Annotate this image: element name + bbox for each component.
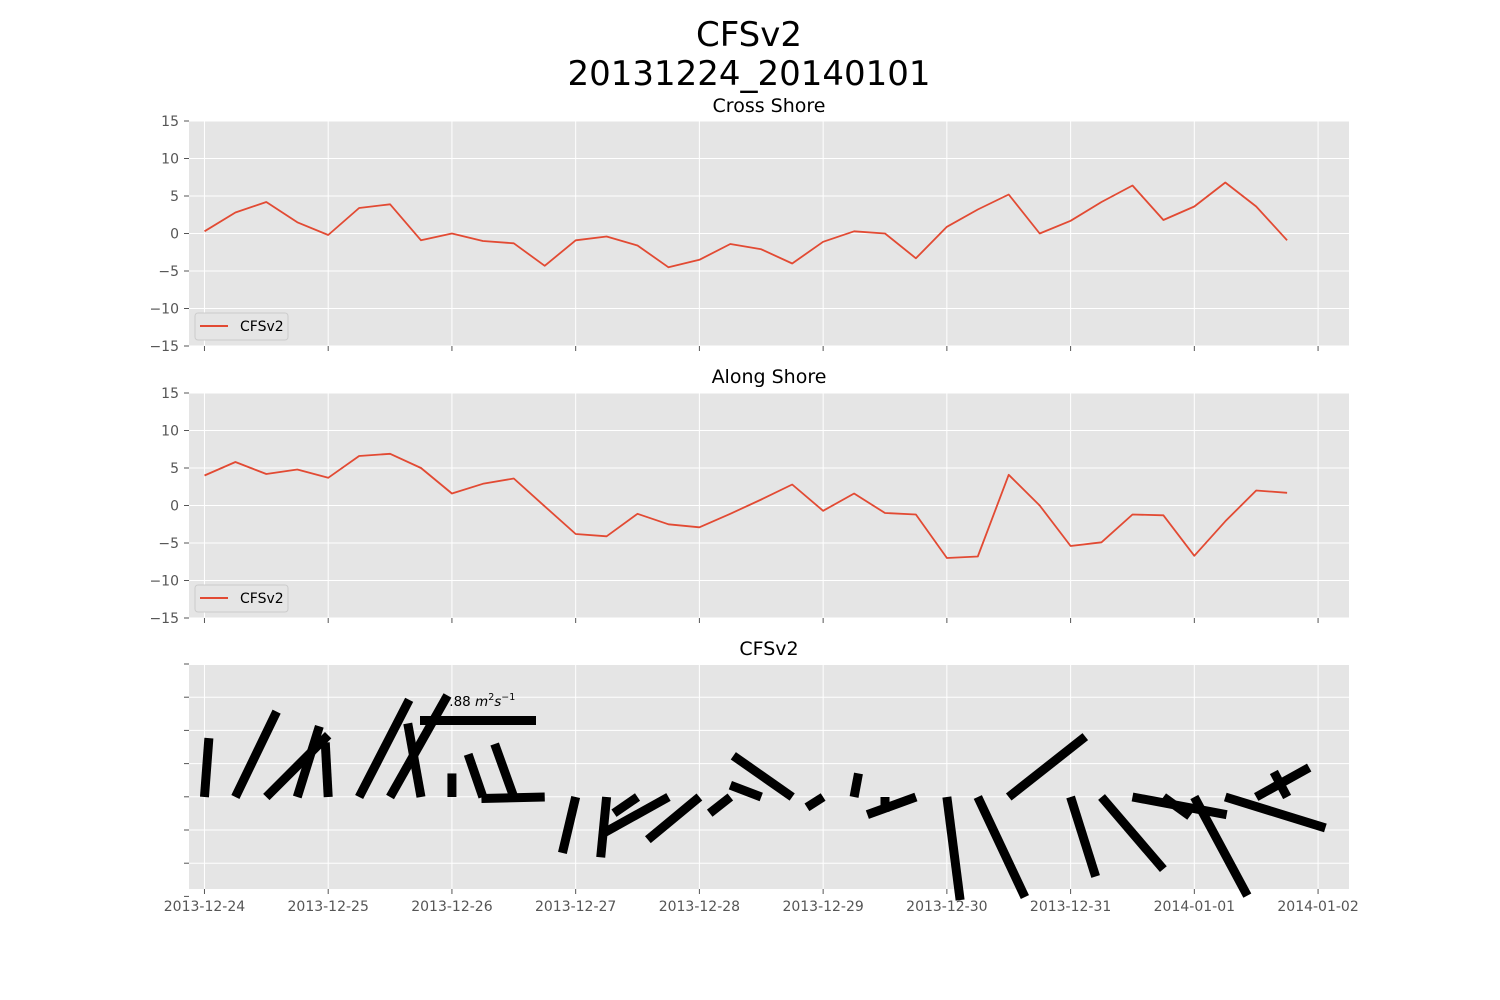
along-shore-grid bbox=[189, 392, 1349, 619]
vector-panel: 2013-12-24 2013-12-25 2013-12-26 2013-12-27… bbox=[164, 638, 1359, 915]
vector-arrow bbox=[1190, 794, 1252, 898]
quiver-key-units-exp1: 2 bbox=[488, 692, 494, 703]
cross-shore-y-axis: −15 −10 −5 0 5 10 15 bbox=[149, 114, 189, 355]
along-shore-legend-label: CFSv2 bbox=[240, 591, 284, 607]
series-line bbox=[204, 452, 1288, 559]
x-tick-label: 2013-12-25 bbox=[288, 899, 369, 915]
cross-shore-series bbox=[204, 181, 1288, 269]
quiver-key-units-exp2: −1 bbox=[501, 692, 515, 703]
vector-arrow bbox=[231, 709, 281, 799]
y-tick-label: 10 bbox=[161, 424, 179, 440]
quiver-key-units-s: s bbox=[494, 694, 501, 710]
vector-arrow bbox=[730, 752, 795, 801]
vector-arrow bbox=[403, 722, 426, 798]
x-tick-label: 2013-12-27 bbox=[535, 899, 616, 915]
vector-arrow bbox=[804, 793, 826, 812]
vector-arrow bbox=[600, 793, 671, 838]
x-tick-label: 2013-12-31 bbox=[1030, 899, 1111, 915]
vector-arrow bbox=[386, 693, 452, 800]
cross-shore-legend-box bbox=[194, 312, 289, 341]
y-tick-label: 5 bbox=[170, 189, 179, 205]
x-tick-label: 2013-12-26 bbox=[411, 899, 492, 915]
vector-arrow bbox=[645, 793, 703, 844]
cross-shore-title: Cross Shore bbox=[713, 95, 826, 117]
y-tick-label: −10 bbox=[149, 574, 179, 590]
vector-title: CFSv2 bbox=[739, 638, 798, 660]
quiver-key-units: m bbox=[471, 694, 488, 710]
x-tick-label: 2014-01-01 bbox=[1154, 899, 1235, 915]
series-line bbox=[204, 181, 1288, 269]
along-shore-title: Along Shore bbox=[712, 366, 827, 388]
y-tick-label: 0 bbox=[170, 499, 179, 515]
vector-arrow bbox=[481, 792, 545, 803]
vector-x-axis: 2013-12-24 2013-12-25 2013-12-26 2013-12-27… bbox=[164, 889, 1359, 915]
cross-shore-legend-label: CFSv2 bbox=[240, 319, 284, 335]
vector-arrow bbox=[728, 781, 763, 802]
vector-y-axis bbox=[184, 663, 189, 897]
vector-arrow bbox=[199, 737, 214, 798]
vector-arrow bbox=[490, 742, 519, 799]
y-tick-label: −10 bbox=[149, 302, 179, 318]
along-shore-y-axis: −15 −10 −5 0 5 10 15 bbox=[149, 386, 189, 627]
along-shore-legend: CFSv2 bbox=[194, 584, 289, 613]
y-tick-label: 5 bbox=[170, 461, 179, 477]
quiver-key: 7.88 m2s−1 bbox=[420, 692, 536, 725]
along-shore-x-axis bbox=[203, 618, 1319, 623]
vector-arrow bbox=[1005, 733, 1089, 801]
vector-arrow bbox=[463, 752, 488, 799]
along-shore-series bbox=[204, 452, 1288, 559]
along-shore-legend-box bbox=[194, 584, 289, 613]
y-tick-label: 10 bbox=[161, 152, 179, 168]
vector-arrow bbox=[1066, 795, 1100, 878]
vector-grid bbox=[189, 663, 1349, 897]
vector-arrow bbox=[1098, 794, 1167, 873]
y-tick-label: −15 bbox=[149, 339, 179, 355]
quiver-key-value: 7.88 bbox=[441, 694, 471, 710]
vector-arrow bbox=[320, 742, 333, 798]
vector-arrow bbox=[865, 792, 918, 819]
along-shore-panel: −15 −10 −5 0 5 10 15 Along Shore CFSv2 bbox=[149, 366, 1349, 627]
vector-arrow bbox=[596, 796, 612, 858]
figure-title-line2: 20131224_20140101 bbox=[567, 54, 930, 94]
cross-shore-legend: CFSv2 bbox=[194, 312, 289, 341]
y-tick-label: 15 bbox=[161, 386, 179, 402]
y-tick-label: −15 bbox=[149, 611, 179, 627]
x-tick-label: 2013-12-24 bbox=[164, 899, 245, 915]
vector-arrow bbox=[973, 795, 1029, 900]
vector-arrow bbox=[942, 796, 965, 901]
quiver-key-bar bbox=[420, 716, 536, 725]
cross-shore-panel: −15 −10 −5 0 5 10 15 Cross Shore CFSv2 bbox=[149, 95, 1349, 355]
y-tick-label: −5 bbox=[158, 536, 179, 552]
vector-arrow bbox=[1269, 769, 1292, 800]
cross-shore-x-axis bbox=[203, 346, 1319, 351]
vector-arrow bbox=[706, 793, 734, 817]
vector-arrow bbox=[1160, 793, 1193, 820]
vector-arrow bbox=[558, 795, 581, 854]
vector-arrow bbox=[611, 793, 641, 817]
vector-arrow bbox=[1223, 792, 1327, 833]
x-tick-label: 2013-12-29 bbox=[782, 899, 863, 915]
x-tick-label: 2014-01-02 bbox=[1277, 899, 1358, 915]
figure-title-line1: CFSv2 bbox=[696, 15, 802, 55]
y-tick-label: 0 bbox=[170, 227, 179, 243]
vector-arrow bbox=[292, 724, 324, 799]
x-tick-label: 2013-12-30 bbox=[906, 899, 987, 915]
quiver-key-label: 7.88 m2s−1 bbox=[441, 692, 516, 710]
y-tick-label: 15 bbox=[161, 114, 179, 130]
vector-arrows bbox=[199, 693, 1327, 901]
vector-arrow bbox=[355, 697, 414, 800]
x-tick-label: 2013-12-28 bbox=[659, 899, 740, 915]
y-tick-label: −5 bbox=[158, 264, 179, 280]
vector-arrow bbox=[849, 772, 863, 798]
